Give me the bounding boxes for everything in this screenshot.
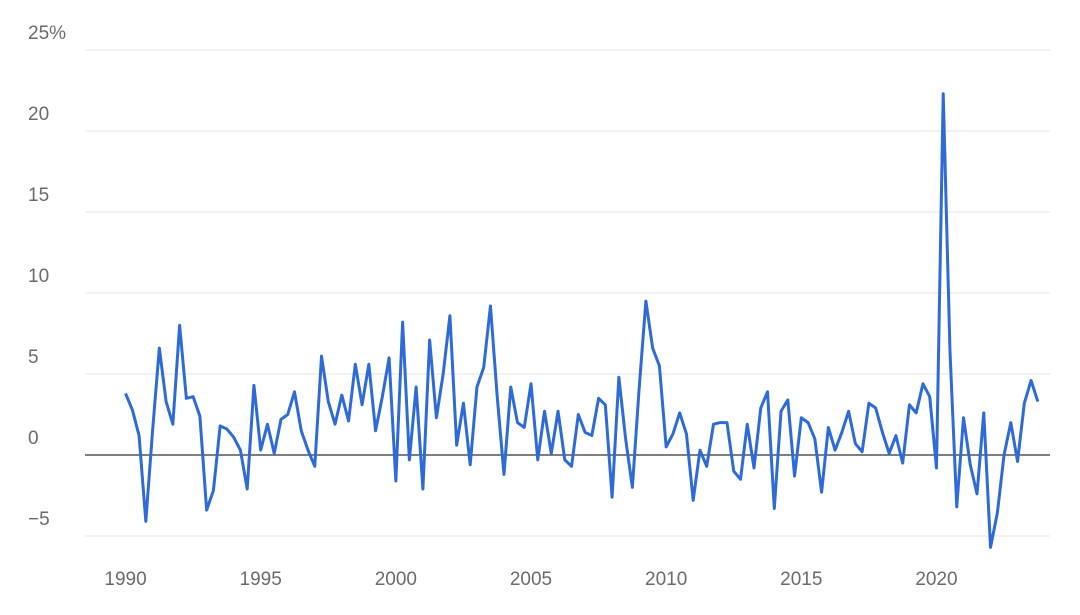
y-tick-label: 10 xyxy=(28,266,49,287)
x-tick-label: 1995 xyxy=(240,569,282,590)
x-tick-label: 2005 xyxy=(510,569,552,590)
data-line xyxy=(124,92,1040,549)
y-tick-label: 25% xyxy=(28,23,66,44)
y-tick-label: 0 xyxy=(28,428,39,449)
y-tick-label: −5 xyxy=(28,509,50,530)
y-tick-label: 5 xyxy=(28,347,39,368)
x-tick-label: 1990 xyxy=(104,569,146,590)
y-tick-label: 15 xyxy=(28,185,49,206)
x-tick-label: 2000 xyxy=(375,569,417,590)
y-tick-label: 20 xyxy=(28,104,49,125)
x-tick-label: 2010 xyxy=(645,569,687,590)
x-tick-label: 2015 xyxy=(780,569,822,590)
x-tick-label: 2020 xyxy=(915,569,957,590)
